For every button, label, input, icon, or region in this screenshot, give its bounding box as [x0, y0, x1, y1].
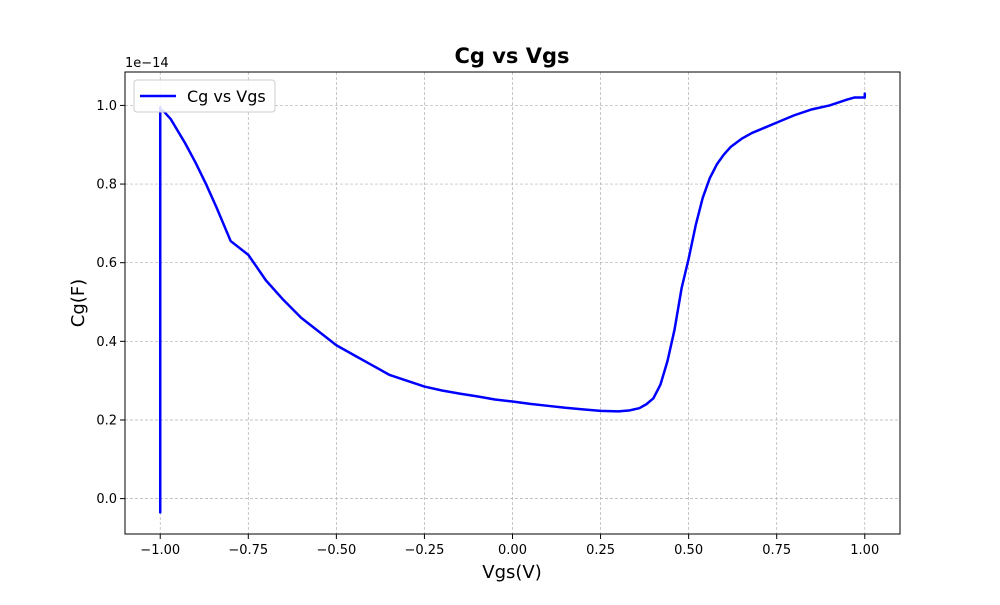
- x-axis-label: Vgs(V): [482, 562, 541, 583]
- x-tick-label: 1.00: [850, 543, 879, 558]
- x-tick-label: −1.00: [140, 543, 180, 558]
- y-tick-label: 0.8: [96, 178, 117, 193]
- y-axis-label: Cg(F): [68, 279, 89, 327]
- x-tick-label: 0.00: [498, 543, 527, 558]
- x-tick-label: −0.75: [228, 543, 268, 558]
- x-tick-label: 0.25: [586, 543, 615, 558]
- x-tick-label: −0.50: [316, 543, 356, 558]
- x-tick-label: 0.75: [762, 543, 791, 558]
- x-tick-label: −0.25: [405, 543, 445, 558]
- chart-title: Cg vs Vgs: [454, 44, 569, 68]
- x-tick-label: 0.50: [674, 543, 703, 558]
- y-tick-label: 0.6: [96, 256, 117, 271]
- y-tick-label: 0.0: [96, 492, 117, 507]
- legend-entry-label: Cg vs Vgs: [187, 87, 266, 106]
- y-tick-label: 1.0: [96, 99, 117, 114]
- y-tick-label: 0.4: [96, 335, 117, 350]
- y-tick-label: 0.2: [96, 413, 117, 428]
- y-offset-label: 1e−14: [125, 56, 169, 71]
- legend: Cg vs Vgs: [134, 80, 275, 112]
